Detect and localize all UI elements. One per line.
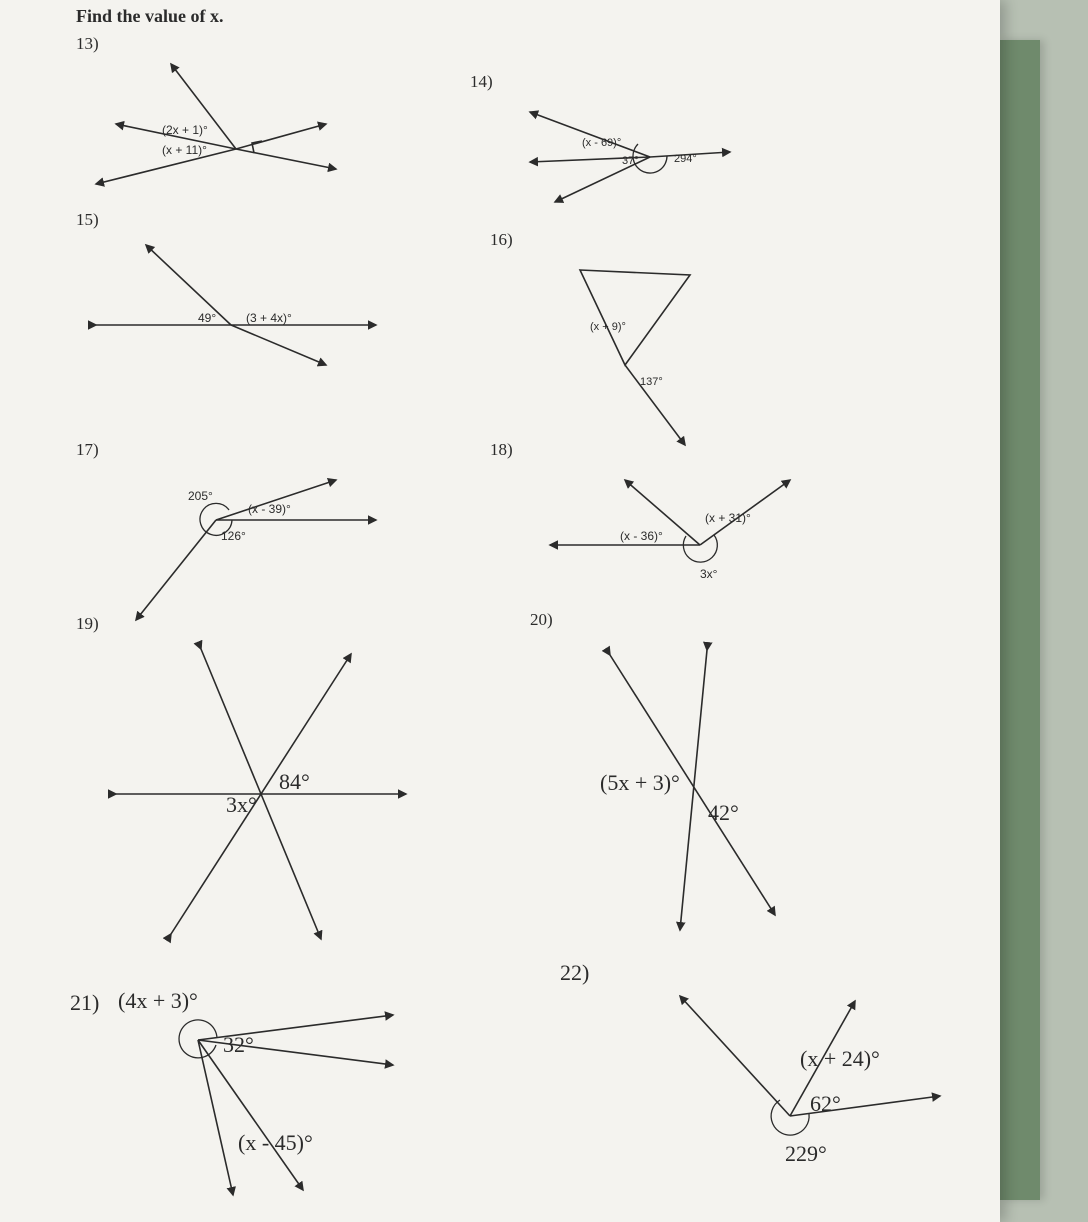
label: (x - 45)° — [238, 1130, 313, 1155]
diagram-16: (x + 9)° 137° — [490, 250, 750, 450]
problem-number: 16) — [490, 230, 750, 250]
label: 62° — [810, 1091, 841, 1116]
label: (3 + 4x)° — [246, 311, 292, 325]
problem-15: 15) 49° (3 + 4x)° — [76, 210, 396, 385]
worksheet-page: Find the value of x. 13) (2x + 1)° (x + … — [0, 0, 1000, 1222]
label: 3x° — [700, 567, 718, 581]
figure: (4x + 3)° 32° (x - 45)° — [103, 990, 423, 1205]
page-underlay — [1000, 40, 1040, 1200]
label: 49° — [198, 311, 216, 325]
label: (x - 39)° — [248, 502, 291, 516]
label: 84° — [279, 769, 310, 794]
problem-number: 13) — [76, 34, 336, 54]
figure: 84° 3x° — [76, 634, 436, 959]
problem-number: 17) — [76, 440, 396, 460]
figure: (5x + 3)° 42° — [530, 630, 830, 955]
page-title: Find the value of x. — [76, 6, 224, 27]
label: (4x + 3)° — [118, 988, 198, 1013]
label: 294° — [674, 153, 697, 165]
label: (x + 24)° — [800, 1046, 880, 1071]
problem-number: 18) — [490, 440, 810, 460]
problem-14: 14) (x - 69)° 37° 294° — [470, 72, 750, 217]
label: 205° — [188, 489, 213, 503]
label: (2x + 1)° — [162, 123, 208, 137]
diagram-22: (x + 24)° 62° 229° — [560, 986, 940, 1186]
figure: 49° (3 + 4x)° — [76, 230, 396, 385]
figure: (2x + 1)° (x + 11)° — [76, 54, 336, 219]
label: 32° — [223, 1032, 254, 1057]
problem-17: 17) 205° (x - 39)° 126° — [76, 440, 396, 635]
problem-number: 20) — [530, 610, 830, 630]
problem-number: 14) — [470, 72, 750, 92]
label: (x - 36)° — [620, 529, 663, 543]
figure: (x - 69)° 37° 294° — [470, 92, 750, 217]
problem-21: 21) (4x + 3)° 32° (x - 45)° — [70, 990, 423, 1205]
figure: (x - 36)° (x + 31)° 3x° — [490, 460, 810, 625]
problem-number: 15) — [76, 210, 396, 230]
problem-13: 13) (2x + 1)° (x + 11)° — [76, 34, 336, 219]
figure: (x + 9)° 137° — [490, 250, 750, 455]
problem-number: 22) — [560, 960, 940, 986]
label: 42° — [708, 800, 739, 825]
label: 126° — [221, 529, 246, 543]
figure: (x + 24)° 62° 229° — [560, 986, 940, 1191]
label: 3x° — [226, 792, 257, 817]
diagram-19: 84° 3x° — [76, 634, 436, 954]
diagram-21: (4x + 3)° 32° (x - 45)° — [103, 990, 423, 1200]
label: 137° — [640, 376, 663, 388]
diagram-15: 49° (3 + 4x)° — [76, 230, 396, 380]
figure: 205° (x - 39)° 126° — [76, 460, 396, 635]
diagram-14: (x - 69)° 37° 294° — [470, 92, 750, 212]
diagram-20: (5x + 3)° 42° — [530, 630, 830, 950]
problem-number: 19) — [76, 614, 436, 634]
diagram-18: (x - 36)° (x + 31)° 3x° — [490, 460, 810, 620]
label: (x - 69)° — [582, 137, 621, 149]
problem-16: 16) (x + 9)° 137° — [490, 230, 750, 455]
problem-20: 20) (5x + 3)° 42° — [530, 610, 830, 955]
problem-19: 19) 84° 3x° — [76, 614, 436, 959]
problem-18: 18) (x - 36)° (x + 31)° 3x° — [490, 440, 810, 625]
label: (x + 31)° — [705, 511, 751, 525]
label: 229° — [785, 1141, 827, 1166]
diagram-13: (2x + 1)° (x + 11)° — [76, 54, 336, 214]
problem-number: 21) — [70, 990, 99, 1015]
label: 37° — [622, 155, 639, 167]
label: (x + 11)° — [162, 143, 207, 157]
label: (5x + 3)° — [600, 770, 680, 795]
label: (x + 9)° — [590, 321, 626, 333]
problem-22: 22) (x + 24)° 62° 229° — [560, 960, 940, 1191]
diagram-17: 205° (x - 39)° 126° — [76, 460, 396, 630]
